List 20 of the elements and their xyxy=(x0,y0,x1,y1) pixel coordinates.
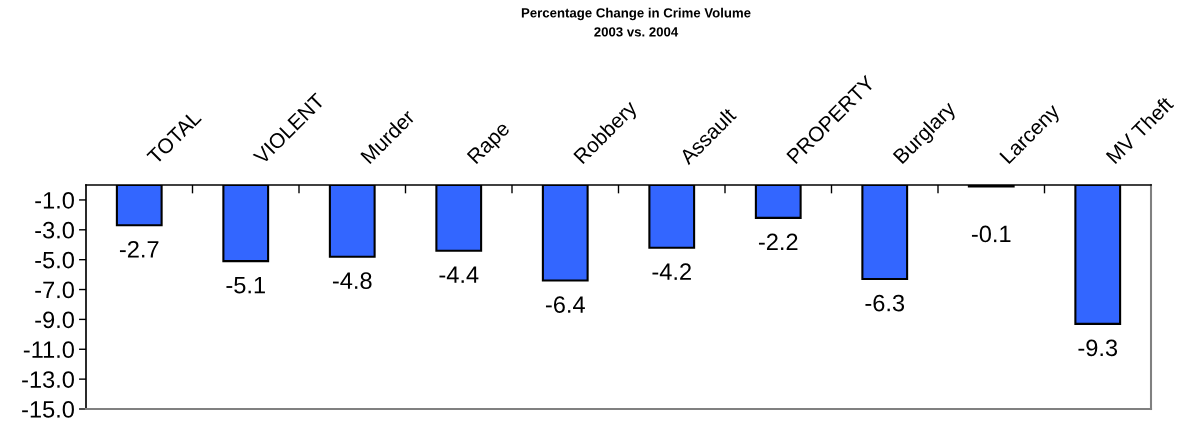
data-label: -4.2 xyxy=(652,263,691,280)
chart-subtitle: 2003 vs. 2004 xyxy=(594,27,679,37)
y-tick-label: -5.0 xyxy=(35,251,74,269)
y-tick-label: -3.0 xyxy=(35,221,74,239)
data-label: -4.8 xyxy=(332,272,372,290)
data-label: -9.3 xyxy=(1078,339,1118,357)
data-label: -2.2 xyxy=(758,233,798,250)
data-label: -0.1 xyxy=(971,225,1011,243)
data-label: -5.1 xyxy=(226,277,265,294)
data-label: -6.4 xyxy=(545,296,585,313)
y-tick-label: -11.0 xyxy=(23,341,74,359)
y-tick-label: -13.0 xyxy=(22,371,74,388)
data-label: -4.4 xyxy=(439,266,479,283)
y-tick-label: -7.0 xyxy=(35,281,74,299)
data-label: -6.3 xyxy=(865,294,905,312)
y-tick-label: -9.0 xyxy=(35,311,74,329)
chart-title: Percentage Change in Crime Volume xyxy=(521,7,751,21)
y-tick-label: -1.0 xyxy=(35,192,74,209)
y-tick-label: -15.0 xyxy=(22,401,74,418)
data-label: -2.7 xyxy=(119,240,159,258)
